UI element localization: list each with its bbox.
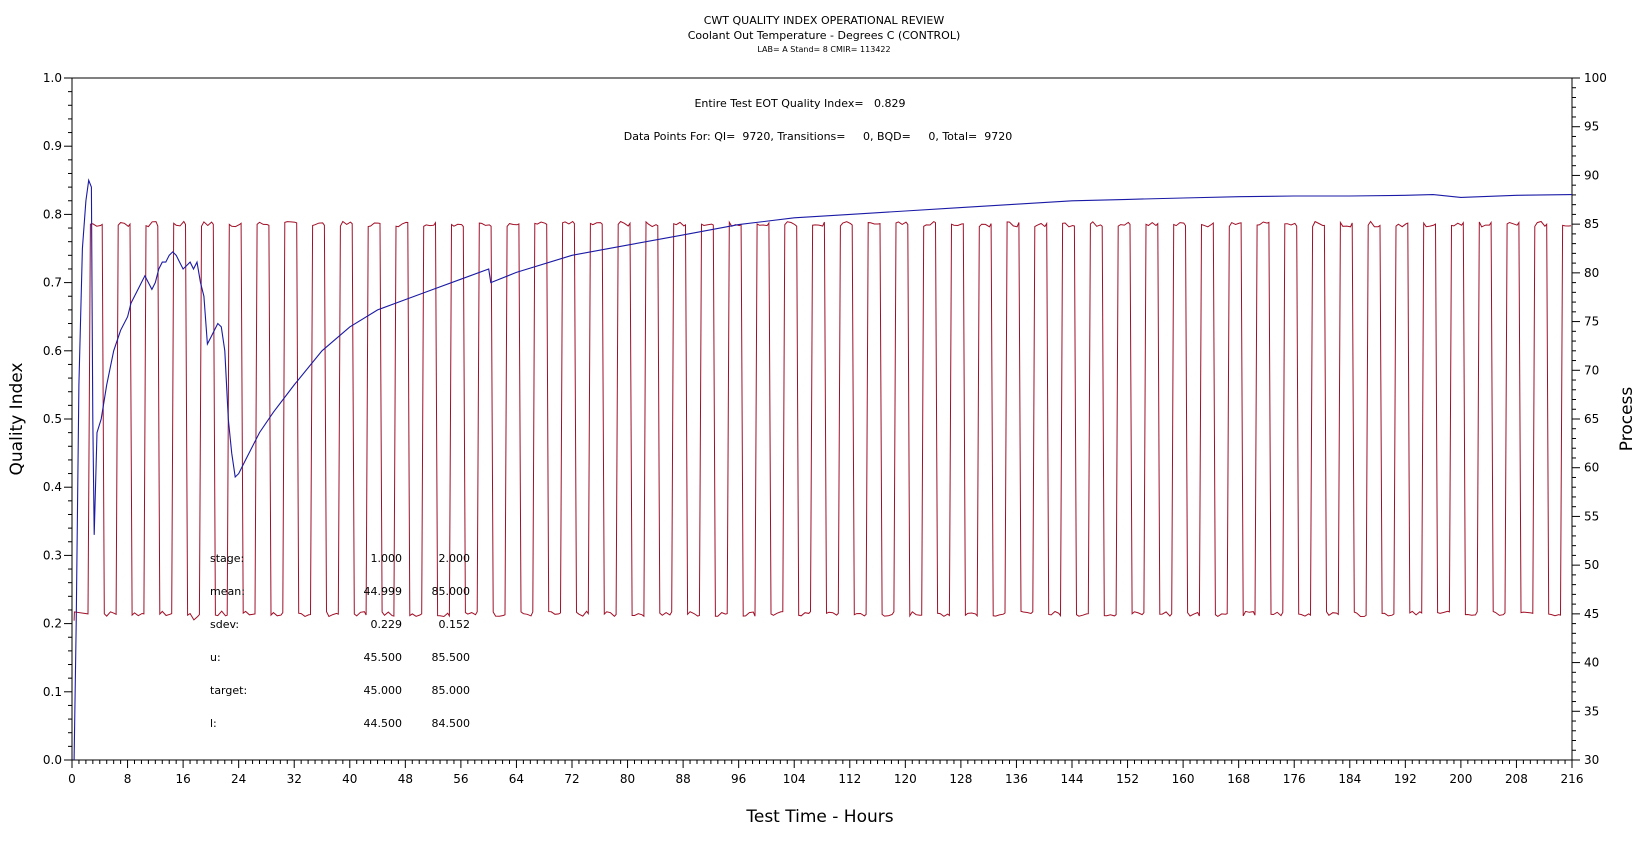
y2-tick-label: 65 bbox=[1584, 412, 1599, 426]
y-tick-label: 0.3 bbox=[43, 548, 62, 562]
x-tick-label: 208 bbox=[1505, 772, 1528, 786]
y-axis-title: Quality Index bbox=[7, 363, 27, 476]
x-tick-label: 96 bbox=[731, 772, 746, 786]
stats-row-label: u: bbox=[210, 651, 221, 664]
x-tick-label: 160 bbox=[1172, 772, 1195, 786]
stats-row-value-1: 44.500 bbox=[364, 717, 403, 730]
x-tick-label: 48 bbox=[398, 772, 413, 786]
y2-tick-label: 85 bbox=[1584, 217, 1599, 231]
y2-tick-label: 30 bbox=[1584, 753, 1599, 767]
stats-row-value-2: 2.000 bbox=[439, 552, 471, 565]
y2-tick-label: 70 bbox=[1584, 363, 1599, 377]
y2-tick-label: 55 bbox=[1584, 509, 1599, 523]
y-axis-right: 30 35 40 45 50 55 60 65 70 75 80 85 90 95 100 bbox=[1572, 71, 1607, 767]
x-tick-label: 176 bbox=[1283, 772, 1306, 786]
y-tick-label: 0.8 bbox=[43, 207, 62, 221]
stats-row-value-1: 44.999 bbox=[364, 585, 403, 598]
stats-row-value-1: 0.229 bbox=[371, 618, 403, 631]
x-tick-label: 24 bbox=[231, 772, 246, 786]
y2-tick-label: 90 bbox=[1584, 168, 1599, 182]
series-layer bbox=[73, 178, 1573, 761]
stats-row-label: stage: bbox=[210, 552, 244, 565]
x-tick-label: 136 bbox=[1005, 772, 1028, 786]
x-axis-title: Test Time - Hours bbox=[745, 807, 893, 827]
chart-subtitle-small: LAB= A Stand= 8 CMIR= 113422 bbox=[757, 45, 890, 54]
plot-frame bbox=[71, 77, 1573, 761]
stats-row-value-2: 85.000 bbox=[432, 585, 471, 598]
x-tick-label: 216 bbox=[1561, 772, 1584, 786]
stats-row-value-2: 84.500 bbox=[432, 717, 471, 730]
y-axis-left: 0.0 0.1 0.2 0.3 0.4 0.5 0.6 0.7 0.8 0.9 1.0 bbox=[43, 71, 72, 767]
stats-row-label: target: bbox=[210, 684, 247, 697]
x-tick-label: 40 bbox=[342, 772, 357, 786]
y2-tick-label: 45 bbox=[1584, 607, 1599, 621]
y-tick-label: 0.0 bbox=[43, 753, 62, 767]
chart-title: CWT QUALITY INDEX OPERATIONAL REVIEW bbox=[704, 14, 945, 27]
stats-row-value-2: 0.152 bbox=[439, 618, 471, 631]
x-tick-label: 144 bbox=[1061, 772, 1084, 786]
x-tick-label: 16 bbox=[175, 772, 190, 786]
x-tick-label: 88 bbox=[675, 772, 690, 786]
process-line bbox=[73, 220, 1572, 621]
x-tick-label: 32 bbox=[287, 772, 302, 786]
y-tick-label: 1.0 bbox=[43, 71, 62, 85]
x-tick-label: 184 bbox=[1338, 772, 1361, 786]
x-axis: 0 8 16 24 32 40 48 56 64 72 80 88 96 104 112 120 128 136 1… bbox=[68, 760, 1583, 786]
stats-table: stage: 1.000 2.000 mean: 44.999 85.000 sdev: 0.… bbox=[210, 552, 470, 730]
x-tick-label: 64 bbox=[509, 772, 524, 786]
y2-tick-label: 50 bbox=[1584, 558, 1599, 572]
stats-row-value-2: 85.000 bbox=[432, 684, 471, 697]
stats-row-value-2: 85.500 bbox=[432, 651, 471, 664]
y-tick-label: 0.5 bbox=[43, 412, 62, 426]
x-tick-label: 80 bbox=[620, 772, 635, 786]
x-tick-label: 192 bbox=[1394, 772, 1417, 786]
y2-tick-label: 75 bbox=[1584, 315, 1599, 329]
y2-tick-label: 35 bbox=[1584, 704, 1599, 718]
x-tick-label: 72 bbox=[564, 772, 579, 786]
x-tick-label: 112 bbox=[838, 772, 861, 786]
stats-row-label: sdev: bbox=[210, 618, 239, 631]
y2-tick-label: 95 bbox=[1584, 120, 1599, 134]
y-tick-label: 0.1 bbox=[43, 685, 62, 699]
x-tick-label: 152 bbox=[1116, 772, 1139, 786]
stats-row-label: mean: bbox=[210, 585, 245, 598]
x-tick-label: 104 bbox=[783, 772, 806, 786]
y-tick-label: 0.6 bbox=[43, 344, 62, 358]
chart-subtitle: Coolant Out Temperature - Degrees C (CON… bbox=[688, 29, 961, 42]
stats-row-value-1: 1.000 bbox=[371, 552, 403, 565]
y2-tick-label: 60 bbox=[1584, 461, 1599, 475]
x-tick-label: 128 bbox=[949, 772, 972, 786]
stats-row-label: l: bbox=[210, 717, 217, 730]
y2-axis-title: Process bbox=[1617, 387, 1637, 452]
y-tick-label: 0.4 bbox=[43, 480, 62, 494]
y-tick-label: 0.9 bbox=[43, 139, 62, 153]
y2-tick-label: 100 bbox=[1584, 71, 1607, 85]
stats-row-value-1: 45.000 bbox=[364, 684, 403, 697]
y-tick-label: 0.7 bbox=[43, 276, 62, 290]
data-points-annotation: Data Points For: QI= 9720, Transitions= … bbox=[624, 130, 1012, 143]
quality-index-line bbox=[73, 178, 1573, 761]
x-tick-label: 120 bbox=[894, 772, 917, 786]
x-tick-label: 200 bbox=[1449, 772, 1472, 786]
x-tick-label: 168 bbox=[1227, 772, 1250, 786]
stats-row-value-1: 45.500 bbox=[364, 651, 403, 664]
x-tick-label: 8 bbox=[124, 772, 132, 786]
x-tick-label: 56 bbox=[453, 772, 468, 786]
y2-tick-label: 80 bbox=[1584, 266, 1599, 280]
quality-index-annotation: Entire Test EOT Quality Index= 0.829 bbox=[694, 97, 905, 110]
x-tick-label: 0 bbox=[68, 772, 76, 786]
y2-tick-label: 40 bbox=[1584, 656, 1599, 670]
y-tick-label: 0.2 bbox=[43, 617, 62, 631]
